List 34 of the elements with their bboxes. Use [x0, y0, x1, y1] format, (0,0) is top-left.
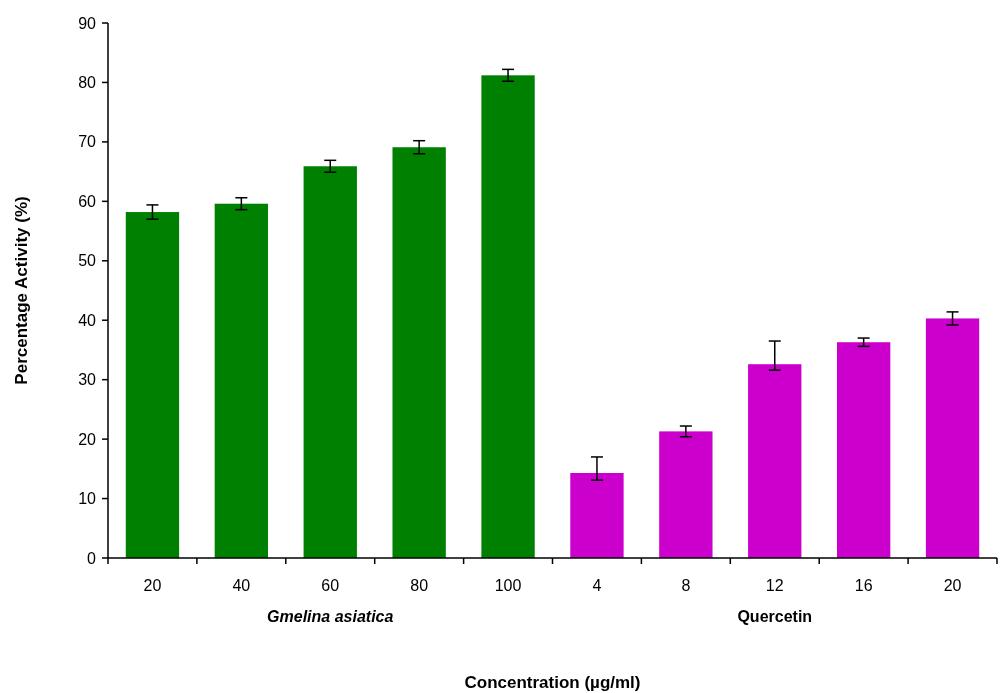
bar	[125, 212, 180, 558]
bar	[836, 342, 891, 558]
y-tick-label: 0	[87, 549, 97, 567]
x-tick-label: 4	[592, 577, 602, 594]
x-tick-label: 20	[143, 577, 162, 594]
y-tick-label: 60	[78, 192, 97, 210]
bar	[748, 364, 802, 558]
bar	[481, 75, 535, 558]
bar	[659, 431, 713, 558]
x-tick-label: 80	[410, 577, 429, 594]
y-tick-label: 10	[78, 490, 97, 508]
y-tick-label: 20	[78, 430, 97, 448]
bar	[214, 203, 269, 558]
y-tick-label: 80	[78, 74, 97, 92]
y-tick-label: 40	[78, 311, 97, 329]
x-tick-label: 20	[943, 577, 962, 594]
x-axis-title: Concentration (µg/ml)	[464, 673, 641, 692]
x-tick-label: 16	[854, 577, 873, 594]
y-axis-title: Percentage Activity (%)	[12, 196, 31, 385]
bar	[925, 318, 980, 558]
y-tick-label: 50	[78, 252, 97, 270]
y-tick-label: 30	[78, 371, 97, 389]
text: Quercetin	[737, 608, 813, 625]
x-tick-label: 8	[681, 577, 691, 594]
bar	[570, 472, 624, 558]
text: Gmelina asiatica	[267, 608, 394, 625]
x-tick-label: 40	[232, 577, 251, 594]
x-tick-label: 60	[321, 577, 340, 594]
x-tick-label: 12	[765, 577, 784, 594]
y-tick-label: 90	[78, 14, 97, 32]
bar	[303, 166, 357, 558]
bar	[392, 147, 446, 558]
y-tick-label: 70	[78, 133, 97, 151]
x-tick-label: 100	[494, 577, 522, 594]
